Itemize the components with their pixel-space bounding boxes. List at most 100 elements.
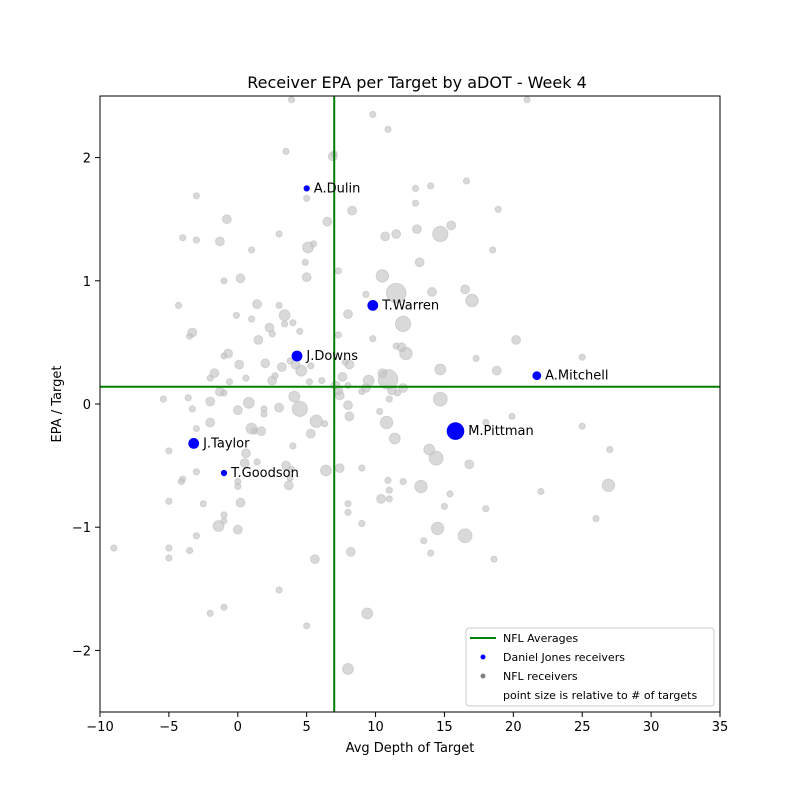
nfl-receiver-point [232,405,243,416]
nfl-receiver-point [274,402,285,413]
nfl-receiver-point [235,273,246,284]
nfl-receiver-point [310,240,318,248]
nfl-receiver-point [305,428,316,439]
nfl-receiver-points [110,96,616,675]
nfl-receiver-point [411,199,420,207]
nfl-receiver-point [221,214,232,225]
nfl-receiver-point [601,478,616,492]
nfl-receiver-point [430,521,445,536]
dj-receiver-point [532,371,542,381]
nfl-receiver-point [446,490,454,498]
nfl-receiver-point [491,365,502,376]
legend-box [465,627,715,707]
nfl-receiver-point [295,364,308,377]
nfl-receiver-point [309,414,323,428]
x-tick-label: 5 [303,720,311,735]
nfl-receiver-point [358,388,366,396]
nfl-receiver-point [362,374,375,387]
nfl-receiver-point [225,378,234,386]
nfl-receiver-point [362,290,370,298]
nfl-receiver-point [179,475,187,483]
dj-receiver-point [446,422,465,440]
nfl-receiver-point [235,497,246,508]
plot-frame [99,95,721,713]
nfl-receiver-point [344,411,355,422]
nfl-receiver-point [592,515,600,523]
nfl-receiver-point [206,609,214,618]
nfl-receiver-point [385,282,407,304]
nfl-receiver-point [334,463,345,474]
nfl-receiver-point [283,480,294,491]
x-axis-label: Avg Depth of Target [346,741,475,756]
nfl-receiver-point [344,508,352,517]
y-axis-label: EPA / Target [50,366,65,443]
nfl-receiver-point [345,546,356,557]
nfl-receiver-point [361,607,374,620]
nfl-receiver-point [380,231,391,242]
nfl-receiver-point [472,354,480,362]
nfl-receiver-point [192,236,200,244]
dj-receiver-label: A.Dulin [314,181,361,196]
nfl-receiver-point [232,524,243,535]
legend-entry-label: Daniel Jones receivers [503,651,625,664]
nfl-receiver-point [337,372,348,382]
nfl-receiver-point [188,405,196,413]
nfl-receiver-point [391,229,402,239]
nfl-receiver-point [223,348,234,359]
nfl-receiver-point [464,459,475,470]
nfl-receiver-point [440,502,448,510]
nfl-receiver-point [511,335,521,345]
nfl-receiver-point [342,663,354,675]
nfl-receiver-point [578,422,586,430]
dj-receiver-label: T.Goodson [230,466,299,481]
nfl-receiver-point [215,236,225,247]
nfl-receiver-point [334,267,342,275]
nfl-receiver-point [271,372,279,380]
nfl-receiver-point [399,346,413,361]
nfl-receiver-point [482,418,490,427]
nfl-receiver-point [248,315,256,323]
nfl-receiver-point [192,425,200,433]
nfl-receiver-point [427,549,435,557]
nfl-receiver-point [490,555,498,563]
nfl-receiver-point [220,511,228,519]
nfl-receiver-point [291,400,308,417]
nfl-receiver-point [385,495,393,503]
nfl-receiver-point [220,277,228,285]
x-tick-label: 30 [643,720,660,735]
nfl-receiver-point [268,330,276,338]
legend-marker-swatch [480,673,486,679]
nfl-receiver-point [427,287,437,297]
nfl-receiver-point [427,182,435,190]
dj-receiver-point [291,350,303,362]
nfl-receiver-point [343,309,353,320]
y-axis-ticks: −2 −1 0 1 2 [72,152,100,659]
nfl-receiver-point [282,147,290,155]
nfl-receiver-point [489,246,497,254]
dj-receiver-point [367,300,379,311]
nfl-receiver-point [344,500,352,508]
nfl-receiver-point [414,479,428,494]
nfl-receiver-point [252,299,263,310]
nfl-receiver-point [256,426,267,437]
nfl-receiver-point [420,537,428,545]
nfl-receiver-point [482,505,490,513]
nfl-receiver-point [287,465,296,473]
nfl-receiver-point [334,390,345,401]
nfl-receiver-point [446,220,457,231]
nfl-receiver-point [159,395,167,403]
nfl-receiver-point [253,335,264,345]
nfl-receiver-point [205,396,216,407]
nfl-receiver-point [301,272,312,283]
nfl-receiver-point [275,301,283,309]
nfl-receiver-point [234,482,242,491]
dj-receiver-point [220,469,228,477]
nfl-receiver-point [375,269,390,283]
legend-entry-label: NFL receivers [503,670,578,683]
nfl-receiver-point [321,420,329,428]
nfl-receiver-point [395,315,412,332]
dj-receiver-label: J.Taylor [202,436,250,451]
nfl-receiver-point [241,448,251,459]
nfl-receiver-point [376,407,384,415]
nfl-receiver-point [242,374,250,382]
